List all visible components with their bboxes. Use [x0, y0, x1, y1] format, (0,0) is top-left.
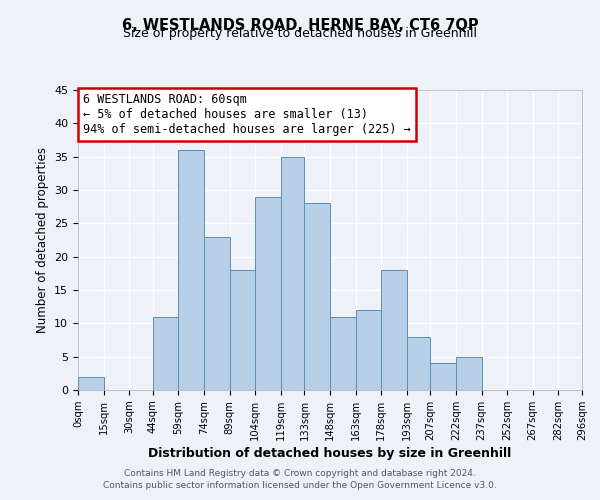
- Bar: [430, 364, 456, 390]
- Bar: [356, 310, 381, 390]
- Bar: [456, 356, 482, 390]
- Bar: [407, 336, 430, 390]
- Text: Size of property relative to detached houses in Greenhill: Size of property relative to detached ho…: [123, 28, 477, 40]
- Y-axis label: Number of detached properties: Number of detached properties: [35, 147, 49, 333]
- X-axis label: Distribution of detached houses by size in Greenhill: Distribution of detached houses by size …: [148, 447, 512, 460]
- Text: 6 WESTLANDS ROAD: 60sqm
← 5% of detached houses are smaller (13)
94% of semi-det: 6 WESTLANDS ROAD: 60sqm ← 5% of detached…: [83, 93, 411, 136]
- Bar: [330, 316, 356, 390]
- Bar: [230, 270, 255, 390]
- Bar: [78, 376, 104, 390]
- Bar: [178, 150, 204, 390]
- Bar: [153, 316, 178, 390]
- Bar: [304, 204, 330, 390]
- Text: Contains public sector information licensed under the Open Government Licence v3: Contains public sector information licen…: [103, 481, 497, 490]
- Bar: [255, 196, 281, 390]
- Bar: [381, 270, 407, 390]
- Bar: [281, 156, 304, 390]
- Text: Contains HM Land Registry data © Crown copyright and database right 2024.: Contains HM Land Registry data © Crown c…: [124, 468, 476, 477]
- Bar: [204, 236, 230, 390]
- Text: 6, WESTLANDS ROAD, HERNE BAY, CT6 7QP: 6, WESTLANDS ROAD, HERNE BAY, CT6 7QP: [122, 18, 478, 32]
